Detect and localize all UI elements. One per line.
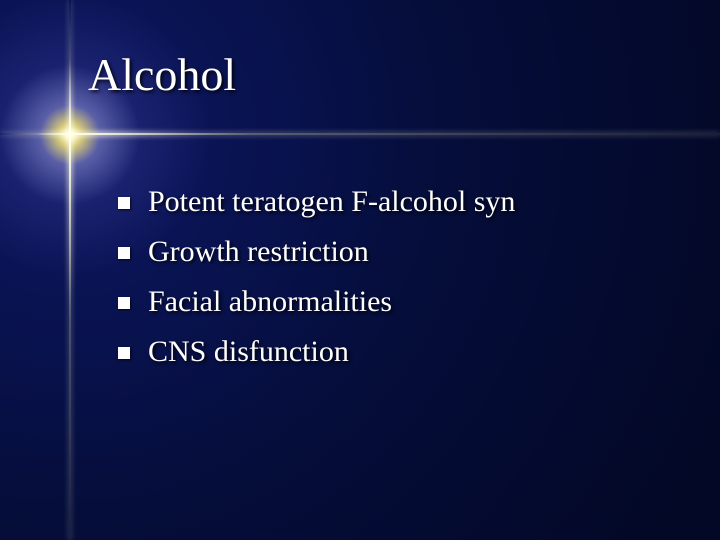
flare-vertical-glow xyxy=(67,0,73,540)
square-bullet-icon xyxy=(118,197,130,209)
square-bullet-icon xyxy=(118,347,130,359)
flare-horizontal-glow xyxy=(0,131,720,137)
flare-horizontal-line xyxy=(0,133,720,135)
square-bullet-icon xyxy=(118,297,130,309)
bullet-text: Growth restriction xyxy=(148,230,369,274)
square-bullet-icon xyxy=(118,247,130,259)
list-item: CNS disfunction xyxy=(118,330,515,374)
list-item: Facial abnormalities xyxy=(118,280,515,324)
bullet-text: Potent teratogen F-alcohol syn xyxy=(148,180,515,224)
bullet-list: Potent teratogen F-alcohol syn Growth re… xyxy=(118,180,515,380)
list-item: Potent teratogen F-alcohol syn xyxy=(118,180,515,224)
bullet-text: Facial abnormalities xyxy=(148,280,392,324)
slide-title: Alcohol xyxy=(88,48,236,101)
list-item: Growth restriction xyxy=(118,230,515,274)
bullet-text: CNS disfunction xyxy=(148,330,349,374)
slide: Alcohol Potent teratogen F-alcohol syn G… xyxy=(0,0,720,540)
flare-vertical-line xyxy=(69,0,71,540)
